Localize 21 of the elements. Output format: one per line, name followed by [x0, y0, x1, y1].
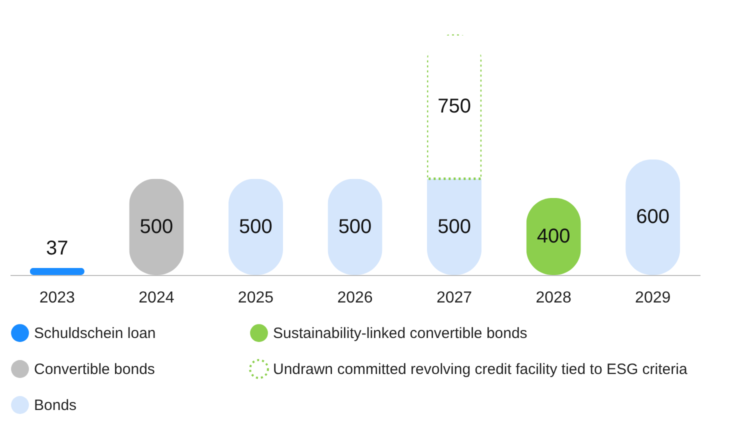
x-tick-label: 2025 — [238, 290, 274, 306]
data-label: 600 — [636, 206, 670, 228]
legend-label: Convertible bonds — [34, 361, 155, 378]
data-label: 500 — [239, 216, 272, 238]
x-tick-label: 2027 — [436, 290, 472, 306]
legend-label: Sustainability-linked convertible bonds — [273, 325, 528, 342]
data-label: 500 — [338, 216, 372, 238]
data-label: 37 — [46, 238, 68, 260]
data-label: 750 — [438, 95, 471, 118]
x-tick-label: 2023 — [39, 290, 76, 306]
bar — [30, 268, 84, 275]
legend-label: Bonds — [34, 397, 77, 414]
data-label: 400 — [536, 225, 570, 248]
x-tick-label: 2029 — [635, 290, 671, 306]
x-tick-label: 2026 — [337, 290, 373, 306]
x-tick-label: 2028 — [536, 290, 572, 306]
data-label: 500 — [140, 216, 174, 238]
legend-label: Schuldschein loan — [34, 325, 156, 342]
legend-label: Undrawn committed revolving credit facility tied to ESG criteria — [273, 361, 688, 378]
data-label: 500 — [438, 216, 471, 238]
x-tick-label: 2024 — [138, 290, 174, 306]
